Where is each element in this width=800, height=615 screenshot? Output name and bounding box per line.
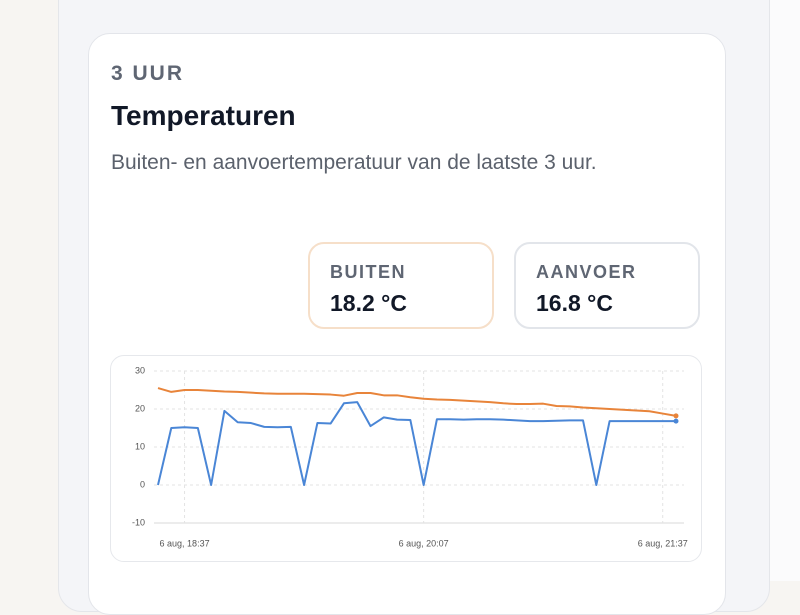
page: Temperaturen {"header": {"eyebrow": "3 U… bbox=[58, 0, 800, 615]
x-tick-label: 6 aug, 18:37 bbox=[160, 538, 210, 548]
end-point bbox=[673, 413, 679, 419]
screen: 3 UUR Temperaturen Buiten- en aanvoertem… bbox=[58, 0, 800, 615]
y-tick-label: -10 bbox=[132, 517, 145, 527]
stat-value: 16.8 °C bbox=[536, 290, 613, 316]
stat-value: 18.2 °C bbox=[330, 290, 407, 316]
y-tick-label: 10 bbox=[135, 441, 145, 451]
chart: -10 0 10 20 30 6 aug, 18:37 6 aug, 20:07 6 aug,… bbox=[132, 365, 688, 548]
card-title: Temperaturen bbox=[111, 100, 296, 131]
y-tick-label: 0 bbox=[140, 479, 145, 489]
card-description: Buiten- en aanvoertemperatuur van de laa… bbox=[111, 151, 597, 174]
chart-box bbox=[110, 355, 702, 562]
end-point bbox=[673, 418, 679, 424]
x-tick-label: 6 aug, 20:07 bbox=[399, 538, 449, 548]
stat-box: BUITEN 18.2 °C bbox=[308, 242, 494, 329]
series-line bbox=[157, 401, 676, 486]
y-tick-label: 30 bbox=[135, 365, 145, 375]
stat-label: BUITEN bbox=[330, 262, 406, 282]
stat-box: AANVOER 16.8 °C bbox=[514, 242, 700, 329]
y-tick-label: 20 bbox=[135, 403, 145, 413]
side-background bbox=[770, 0, 800, 581]
eyebrow: 3 UUR bbox=[111, 62, 185, 85]
x-tick-label: 6 aug, 21:37 bbox=[638, 538, 688, 548]
stat-label: AANVOER bbox=[536, 262, 637, 282]
series-line bbox=[157, 387, 677, 417]
